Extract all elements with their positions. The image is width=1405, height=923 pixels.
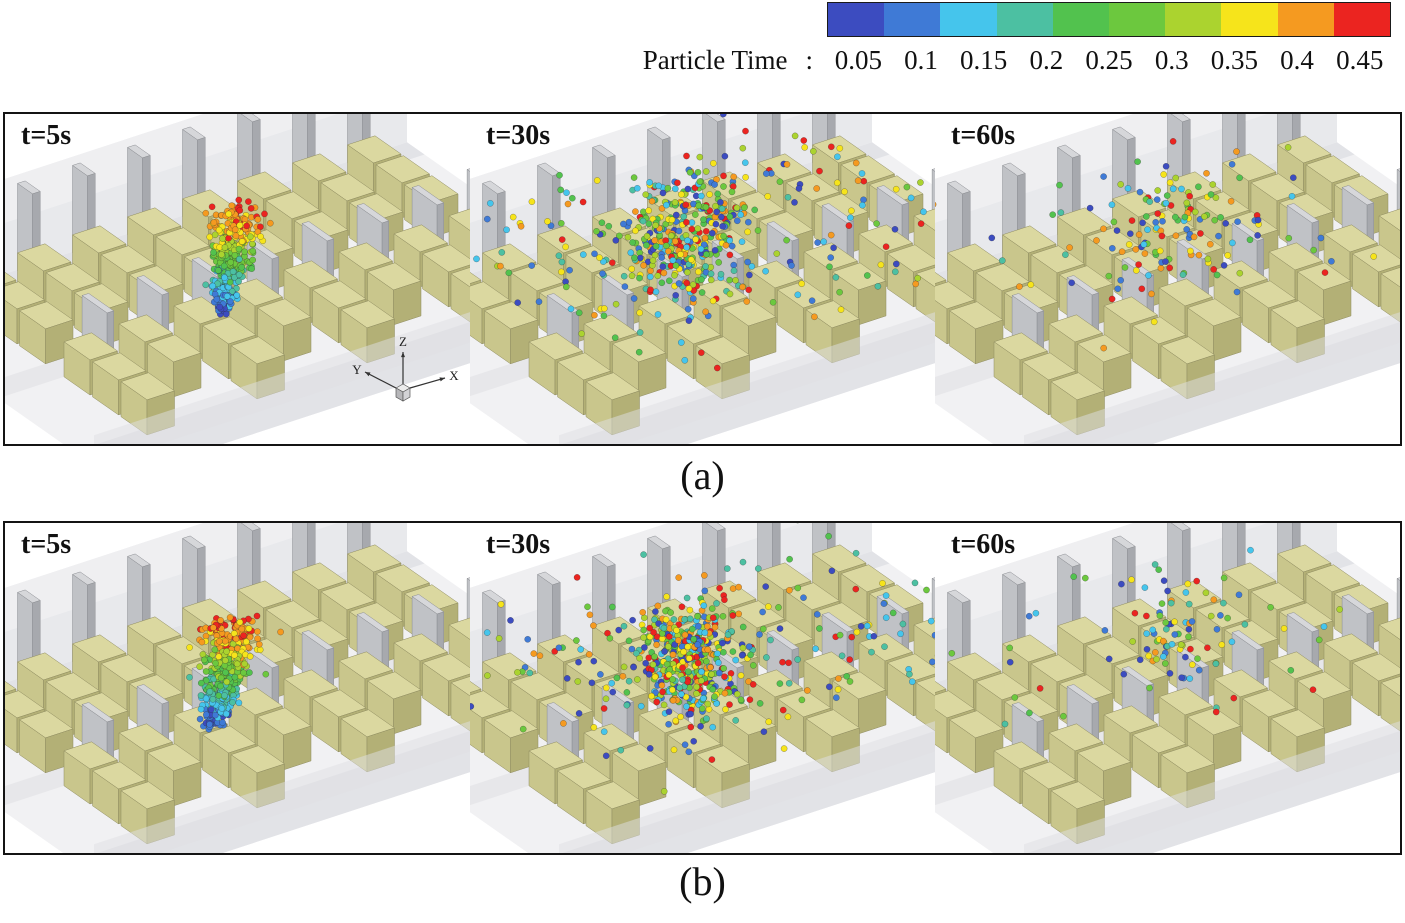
legend-title-wrap: Particle Time : (643, 45, 827, 76)
scene-a-30s: t=30s (470, 114, 935, 444)
cabin-view-b-5s (5, 523, 470, 853)
legend-tick: 0.05 (834, 45, 882, 75)
axis-triad: Y Z X (352, 334, 459, 402)
cabin-geometry (935, 523, 1400, 853)
colorbar-segment (1333, 3, 1391, 36)
subfigure-caption-b: (b) (679, 859, 726, 904)
scene-time-label: t=30s (486, 529, 551, 560)
cabin-view-a-5s: Y Z X (5, 114, 470, 444)
scene-a-60s: t=60s (935, 114, 1400, 444)
cabin-geometry (5, 114, 470, 444)
colorbar-segment (828, 3, 885, 36)
cabin-view-b-60s (935, 523, 1400, 853)
colorbar-segment (1109, 3, 1166, 36)
legend-tick: 0.15 (960, 45, 1008, 75)
colorbar-segment (940, 3, 997, 36)
cabin-view-a-30s (470, 114, 935, 444)
scene-time-label: t=30s (486, 120, 551, 151)
colorbar (827, 2, 1391, 37)
particles (186, 612, 284, 733)
cabin-geometry (470, 114, 935, 444)
axis-label-z: Z (399, 334, 407, 349)
cabin-view-a-60s (935, 114, 1400, 444)
legend-tick: 0.3 (1154, 45, 1189, 75)
legend-tick: 0.2 (1029, 45, 1064, 75)
colorbar-segment (1052, 3, 1110, 36)
scene-time-label: t=5s (21, 120, 72, 151)
cabin-geometry (935, 114, 1400, 444)
legend-tick: 0.45 (1336, 45, 1384, 75)
axis-label-x: X (449, 368, 459, 383)
legend-tick: 0.1 (904, 45, 938, 75)
colorbar-segment (996, 3, 1053, 36)
subfigure-caption-a: (a) (680, 453, 725, 498)
legend-tick: 0.35 (1210, 45, 1258, 75)
colorbar-segment (1165, 3, 1222, 36)
scene-time-label: t=60s (951, 529, 1016, 560)
scene-b-30s: t=30s (470, 523, 935, 853)
legend-tick: 0.25 (1085, 45, 1133, 75)
legend-tick-labels: 0.05 0.1 0.15 0.2 0.25 0.3 0.35 0.4 0.45 (827, 45, 1391, 76)
particles (948, 546, 1344, 728)
particles (935, 138, 1378, 352)
legend-title: Particle Time (642, 45, 788, 75)
legend-tick: 0.4 (1280, 45, 1314, 75)
panel-a: Y Z X t=5s t=30s t=60s (3, 112, 1402, 446)
legend-text-row: Particle Time : 0.05 0.1 0.15 0.2 0.25 0.3 0.3… (643, 45, 1391, 81)
scene-time-label: t=60s (951, 120, 1016, 151)
particles (473, 114, 927, 372)
particles (470, 523, 935, 795)
colorbar-segment (884, 3, 941, 36)
colorbar-segment (1277, 3, 1334, 36)
panel-b: t=5s t=30s t=60s (3, 521, 1402, 855)
scene-b-60s: t=60s (935, 523, 1400, 853)
colorbar-segment (1221, 3, 1278, 36)
legend-separator: : (805, 45, 813, 75)
particle-time-legend: Particle Time : 0.05 0.1 0.15 0.2 0.25 0.3 0.3… (643, 2, 1391, 81)
scene-b-5s: t=5s (5, 523, 470, 853)
scene-a-5s: Y Z X t=5s (5, 114, 470, 444)
particles (202, 196, 274, 318)
cabin-view-b-30s (470, 523, 935, 853)
scene-time-label: t=5s (21, 529, 72, 560)
axis-label-y: Y (352, 362, 362, 377)
